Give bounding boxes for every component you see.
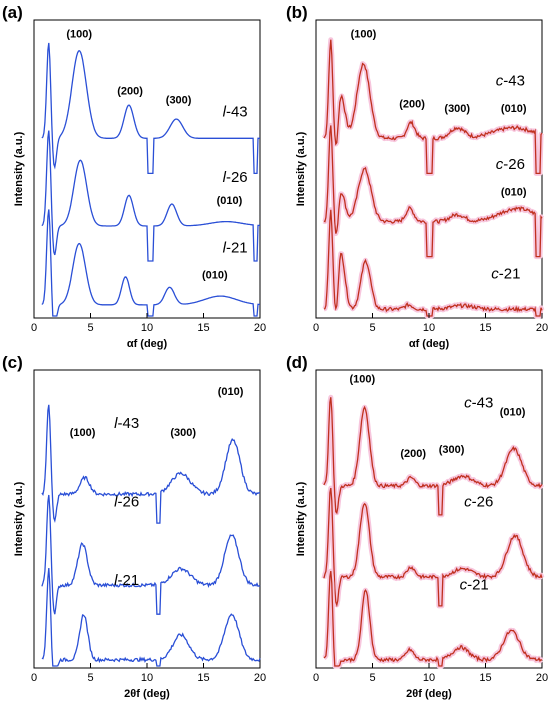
peak-label: (010) (501, 103, 527, 115)
series-line (41, 404, 261, 524)
x-tick-label: 20 (254, 672, 266, 684)
peak-label: (100) (349, 373, 375, 385)
panel-label: (a) (2, 3, 23, 22)
y-axis-label: Intensity (a.u.) (13, 481, 25, 556)
peak-label: (100) (66, 29, 92, 41)
x-tick-label: 15 (479, 322, 491, 334)
series-line (41, 567, 261, 667)
peak-label: (200) (117, 86, 143, 98)
sample-label: l-43 (114, 415, 139, 432)
peak-label: (010) (500, 407, 526, 419)
chart-panel: (c) (100) (300) (010) l-43 l-26 l-21 0 5 10 15 20 2θ… (2, 353, 266, 700)
series-line (323, 125, 543, 258)
series-line (41, 130, 261, 262)
series-line (323, 397, 543, 516)
peak-label: (010) (202, 270, 228, 282)
y-axis-label: Intensity (a.u.) (295, 481, 307, 556)
x-tick-label: 0 (313, 672, 319, 684)
series-line (323, 209, 543, 317)
x-tick-label: 15 (197, 322, 209, 334)
x-tick-label: 10 (141, 672, 153, 684)
x-tick-label: 15 (197, 672, 209, 684)
series-line (41, 494, 261, 615)
peak-label: (200) (399, 99, 425, 111)
series-line (323, 570, 543, 667)
series-line (323, 39, 543, 175)
x-tick-label: 20 (536, 322, 548, 334)
sample-label: c-26 (496, 156, 525, 173)
x-tick-label: 20 (254, 322, 266, 334)
sample-label: c-43 (464, 394, 493, 411)
panel-label: (d) (286, 353, 308, 372)
x-tick-label: 10 (423, 672, 435, 684)
peak-label: (100) (351, 29, 377, 41)
x-axis-label: 2θf (deg) (124, 688, 170, 700)
x-tick-label: 0 (31, 672, 37, 684)
peak-label: (300) (444, 103, 470, 115)
sample-label: c-26 (464, 494, 493, 511)
x-axis-label: 2θf (deg) (406, 688, 452, 700)
x-tick-label: 10 (141, 322, 153, 334)
panel-label: (b) (286, 3, 308, 22)
series-line (41, 42, 260, 175)
peak-label: (200) (400, 448, 426, 460)
x-tick-label: 0 (31, 322, 37, 334)
sample-label: l-21 (114, 572, 139, 589)
x-tick-label: 0 (313, 322, 319, 334)
x-tick-label: 10 (423, 322, 435, 334)
chart-panel: (a) (100) (200) (300) (010) (010) l-43 l-26 l-21… (2, 3, 266, 350)
plot-frame (33, 369, 261, 669)
sample-label: c-43 (496, 73, 525, 90)
y-axis-label: Intensity (a.u.) (295, 131, 307, 206)
peak-label: (300) (166, 94, 192, 106)
sample-label: c-21 (460, 576, 489, 593)
x-axis-label: αf (deg) (127, 338, 168, 350)
series-line (323, 487, 543, 608)
chart-panel: (b) (100) (200) (300) (010) (010) c-43 c-26 c-21… (286, 3, 548, 350)
peak-label: (300) (439, 444, 465, 456)
series-line (41, 209, 260, 317)
peak-label: (300) (170, 427, 196, 439)
sample-label: l-26 (223, 169, 248, 186)
peak-label: (010) (501, 186, 527, 198)
x-tick-label: 5 (369, 672, 375, 684)
x-axis-label: αf (deg) (409, 338, 450, 350)
chart-panel: (d) (100) (200) (300) (010) c-43 c-26 c-21 0 5 10 1… (286, 353, 548, 700)
x-tick-label: 5 (369, 322, 375, 334)
peak-label: (010) (218, 386, 244, 398)
panel-label: (c) (2, 353, 23, 372)
x-tick-label: 20 (536, 672, 548, 684)
x-tick-label: 5 (87, 322, 93, 334)
sample-label: l-21 (223, 239, 248, 256)
peak-label: (010) (217, 195, 243, 207)
sample-label: l-43 (223, 103, 248, 120)
y-axis-label: Intensity (a.u.) (13, 131, 25, 206)
peak-label: (100) (70, 427, 96, 439)
sample-label: c-21 (491, 266, 520, 283)
x-tick-label: 15 (479, 672, 491, 684)
sample-label: l-26 (114, 494, 139, 511)
x-tick-label: 5 (87, 672, 93, 684)
